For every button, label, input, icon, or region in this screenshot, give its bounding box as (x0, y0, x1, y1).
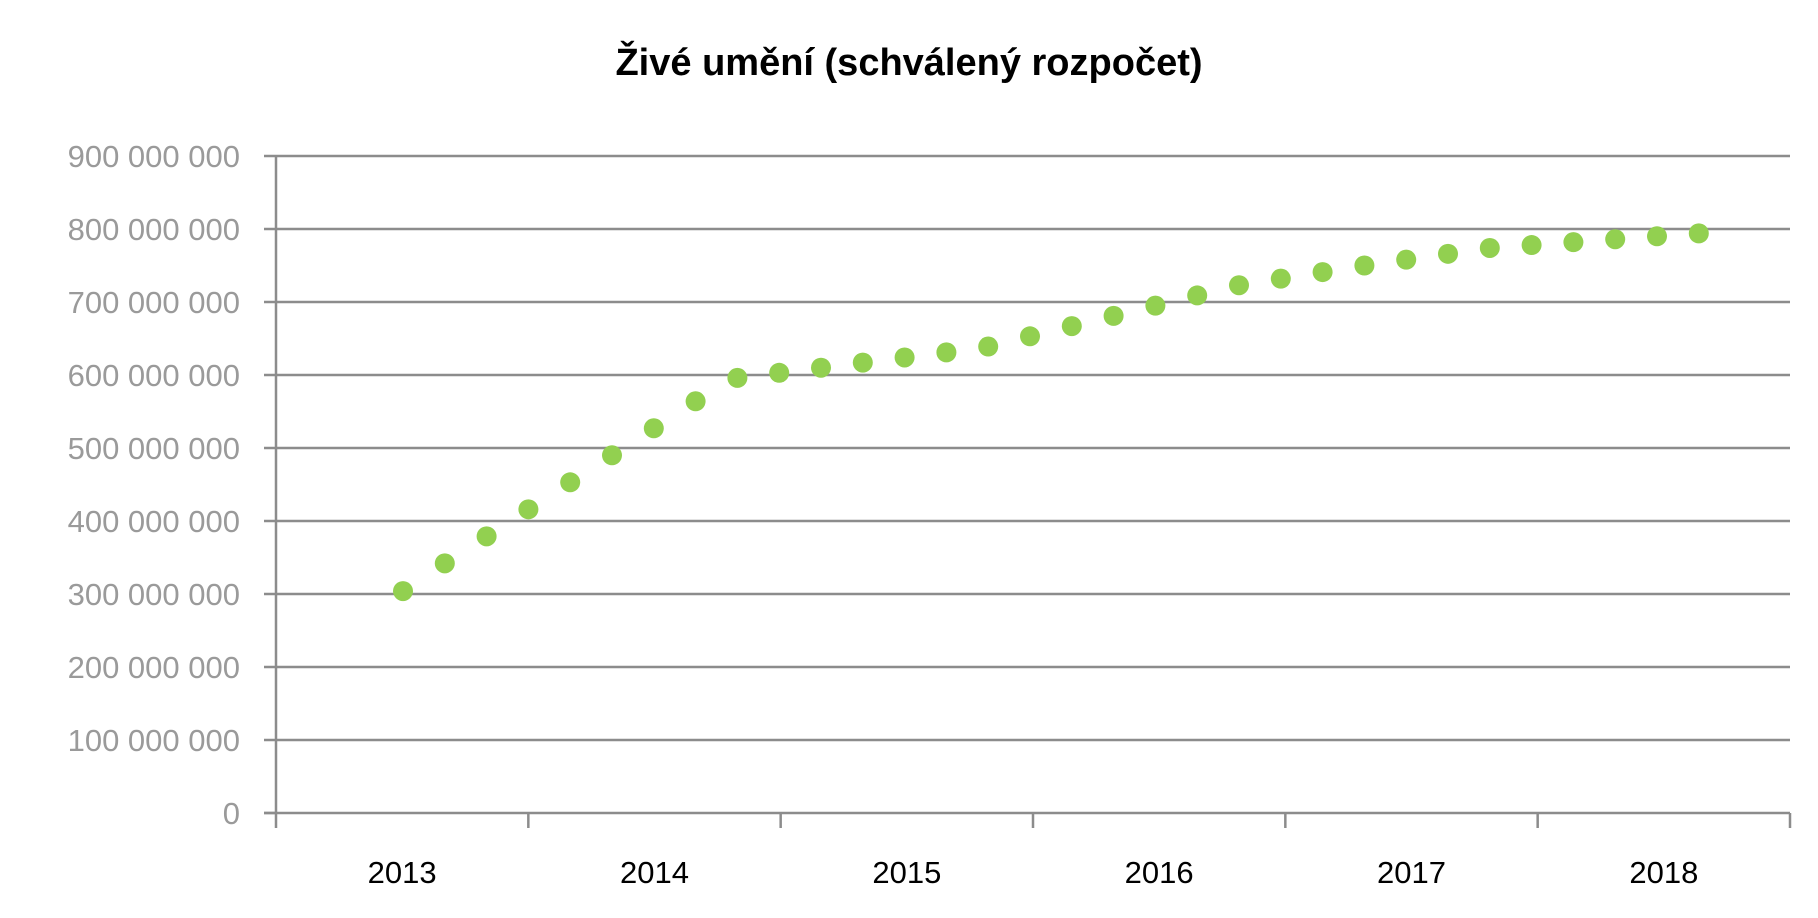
y-tick-label: 800 000 000 (68, 212, 240, 247)
data-point (685, 391, 706, 412)
y-tick-label: 100 000 000 (68, 723, 240, 758)
data-points (393, 223, 1709, 602)
data-point (1479, 237, 1500, 258)
y-tick-label: 400 000 000 (68, 504, 240, 539)
x-tick-label: 2013 (368, 855, 437, 890)
data-point (1396, 249, 1417, 270)
x-tick-label: 2018 (1629, 855, 1698, 890)
data-point (643, 418, 664, 439)
data-point (852, 352, 873, 373)
data-point (1103, 305, 1124, 326)
data-point (518, 499, 539, 520)
y-tick-label: 300 000 000 (68, 577, 240, 612)
x-tick-label: 2014 (620, 855, 689, 890)
chart-title: Živé umění (schválený rozpočet) (615, 40, 1202, 84)
data-point (769, 362, 790, 383)
axes (264, 154, 1792, 828)
data-point (1020, 326, 1040, 347)
y-tick-label: 900 000 000 (68, 139, 240, 174)
y-tick-label: 600 000 000 (68, 358, 240, 393)
data-point (560, 472, 581, 493)
y-tick-label: 500 000 000 (68, 431, 240, 466)
data-point (1563, 232, 1584, 253)
x-tick-label: 2017 (1377, 855, 1446, 890)
data-point (1521, 235, 1542, 256)
x-tick-label: 2015 (872, 855, 941, 890)
x-tick-label: 2016 (1125, 855, 1194, 890)
data-point (1061, 316, 1082, 337)
data-point (602, 445, 622, 466)
data-point (727, 367, 748, 388)
data-point (811, 357, 831, 378)
data-point (1605, 229, 1626, 250)
gridlines (276, 154, 1790, 742)
data-point (1312, 262, 1333, 283)
data-point (1187, 285, 1208, 306)
y-tick-label: 0 (223, 796, 240, 831)
data-point (936, 342, 957, 363)
y-tick-label: 700 000 000 (68, 285, 240, 320)
data-point (393, 581, 413, 602)
data-point (1438, 243, 1458, 264)
y-tick-label: 200 000 000 (68, 650, 240, 685)
data-point (1647, 226, 1667, 247)
data-point (1688, 223, 1709, 244)
data-point (1354, 255, 1375, 276)
data-point (476, 526, 497, 547)
data-point (1270, 268, 1291, 289)
data-point (894, 347, 915, 368)
x-axis-tick-labels: 2013 2014 2015 2016 2017 2018 (368, 855, 1699, 890)
y-axis-tick-labels: 0 100 000 000 200 000 000 300 000 000 400 00… (68, 139, 240, 831)
data-point (1145, 295, 1166, 316)
data-point (978, 336, 999, 357)
data-point (434, 553, 455, 574)
data-point (1229, 275, 1249, 296)
